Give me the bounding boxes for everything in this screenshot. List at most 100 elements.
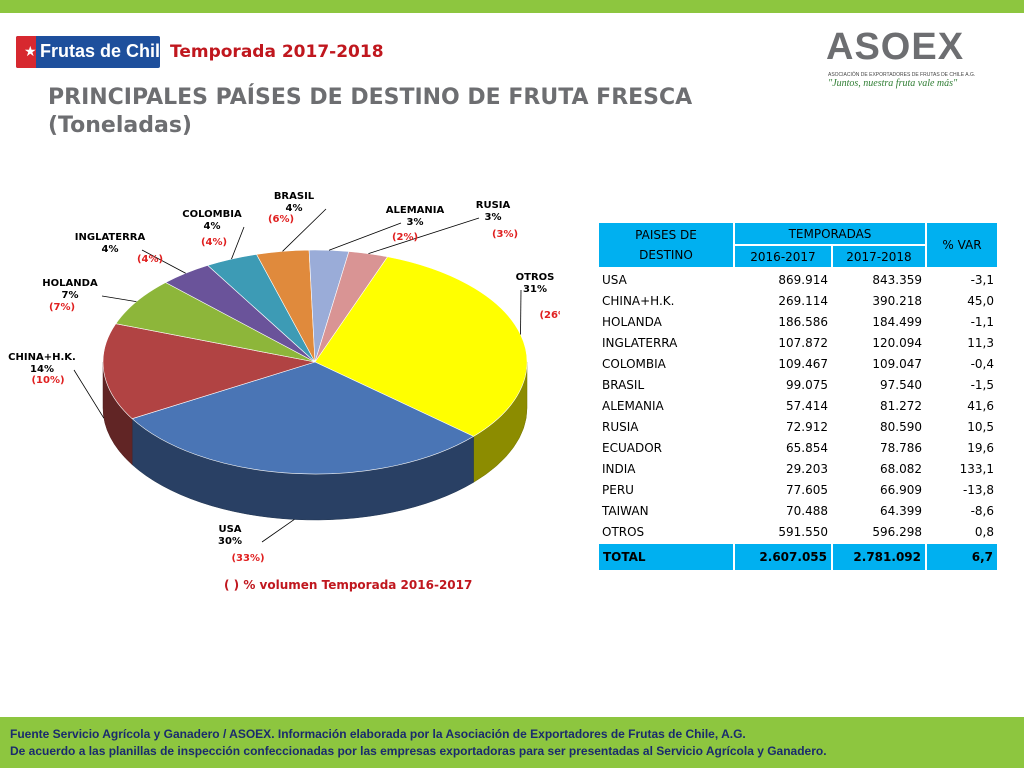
cell-2017: 81.272: [880, 398, 922, 413]
cell-2017: 596.298: [872, 524, 922, 539]
slice-brasil-value: 4%: [286, 203, 303, 214]
cell-country: INDIA: [602, 461, 636, 476]
table-row: USA 869.914 843.359 -3,1: [598, 268, 998, 290]
cell-2017: 64.399: [880, 503, 922, 518]
cell-var: -13,8: [962, 482, 994, 497]
chart-caption: ( ) % volumen Temporada 2016-2017: [224, 578, 473, 592]
slice-inglaterra-value: 4%: [102, 244, 119, 255]
slice-china-label: CHINA+H.K.: [8, 352, 76, 363]
cell-var: 19,6: [967, 440, 994, 455]
slice-otros: [314, 256, 528, 437]
frutas-de-chile-logo: ★ Frutas de Chile: [16, 36, 160, 68]
cell-country: USA: [602, 272, 627, 287]
cell-country: OTROS: [602, 524, 645, 539]
cell-country: COLOMBIA: [602, 356, 666, 371]
table-row: BRASIL 99.075 97.540 -1,5: [598, 374, 998, 395]
header-2017: 2017-2018: [831, 244, 927, 269]
slice-rusia-label: RUSIA: [476, 200, 511, 211]
header-var: % VAR: [925, 221, 999, 269]
footer-line-1: Fuente Servicio Agrícola y Ganadero / AS…: [10, 727, 746, 741]
cell-var: 41,6: [967, 398, 994, 413]
cell-2016: 65.854: [786, 440, 828, 455]
cell-country: ECUADOR: [602, 440, 662, 455]
cell-2017: 97.540: [880, 377, 922, 392]
slice-otros-value: 31%: [523, 284, 547, 295]
cell-country: BRASIL: [602, 377, 645, 392]
slice-usa-leader: [261, 519, 295, 543]
footer: Fuente Servicio Agrícola y Ganadero / AS…: [0, 717, 1024, 768]
total-2017: 2.781.092: [831, 542, 927, 572]
destinations-table: PAISES DE DESTINO TEMPORADAS % VAR 2016-2…: [597, 221, 999, 572]
cell-2016: 109.467: [778, 356, 828, 371]
cell-2017: 120.094: [872, 335, 922, 350]
slice-brasil-prev-pct: (6%): [268, 214, 294, 225]
slice-usa-label: USA: [218, 524, 241, 535]
cell-var: 133,1: [959, 461, 994, 476]
cell-2016: 99.075: [786, 377, 828, 392]
asoex-subtitle: ASOCIACIÓN DE EXPORTADORES DE FRUTAS DE …: [828, 72, 976, 78]
slice-colombia-value: 4%: [204, 221, 221, 232]
header-destino: PAISES DE DESTINO: [597, 221, 735, 269]
slice-brasil-label: BRASIL: [274, 191, 315, 202]
cell-country: TAIWAN: [602, 503, 649, 518]
slice-china-prev-pct: (10%): [31, 375, 64, 386]
cell-2017: 66.909: [880, 482, 922, 497]
table-row: COLOMBIA 109.467 109.047 -0,4: [598, 353, 998, 374]
table-total-row: TOTAL 2.607.055 2.781.092 6,7: [597, 542, 999, 572]
cell-2016: 591.550: [778, 524, 828, 539]
cell-2016: 269.114: [778, 293, 828, 308]
asoex-brand: ASOEX: [826, 26, 965, 68]
slice-usa-value: 30%: [218, 536, 242, 547]
slice-china: [102, 323, 316, 420]
slice-colombia-leader: [231, 226, 245, 260]
cell-var: 10,5: [967, 419, 994, 434]
table-row: INDIA 29.203 68.082 133,1: [598, 458, 998, 479]
cell-var: -1,5: [970, 377, 994, 392]
cell-country: HOLANDA: [602, 314, 662, 329]
table-row: ALEMANIA 57.414 81.272 41,6: [598, 395, 998, 416]
slice-inglaterra-label: INGLATERRA: [75, 232, 146, 243]
cell-2016: 107.872: [778, 335, 828, 350]
table-row: INGLATERRA 107.872 120.094 11,3: [598, 332, 998, 353]
slice-inglaterra-leader: [141, 249, 186, 274]
slice-rusia: [314, 251, 389, 363]
slice-otros-label: OTROS: [516, 272, 555, 283]
cell-country: INGLATERRA: [602, 335, 678, 350]
cell-2016: 77.605: [786, 482, 828, 497]
cell-var: -1,1: [970, 314, 994, 329]
title-line-1: PRINCIPALES PAÍSES DE DESTINO DE FRUTA F…: [48, 85, 693, 110]
cell-var: 0,8: [974, 524, 994, 539]
slice-colombia-prev-pct: (4%): [201, 237, 227, 248]
slice-usa: [131, 361, 475, 475]
page-title: PRINCIPALES PAÍSES DE DESTINO DE FRUTA F…: [48, 84, 692, 140]
cell-var: -8,6: [970, 503, 994, 518]
table-row: CHINA+H.K. 269.114 390.218 45,0: [598, 290, 998, 311]
header-2016: 2016-2017: [733, 244, 833, 269]
cell-var: 45,0: [967, 293, 994, 308]
slice-alemania-label: ALEMANIA: [386, 205, 445, 216]
asoex-logo: ASOEX ASOCIACIÓN DE EXPORTADORES DE FRUT…: [826, 26, 976, 89]
slice-inglaterra-prev-pct: (4%): [137, 254, 163, 265]
slice-alemania-prev-pct: (2%): [392, 232, 418, 243]
slice-china-value: 14%: [30, 364, 54, 375]
total-var: 6,7: [925, 542, 999, 572]
cell-var: -3,1: [970, 272, 994, 287]
cell-2016: 72.912: [786, 419, 828, 434]
table-row: HOLANDA 186.586 184.499 -1,1: [598, 311, 998, 332]
slice-holanda-prev-pct: (7%): [49, 302, 75, 313]
cell-2017: 68.082: [880, 461, 922, 476]
top-accent-bar: [0, 0, 1024, 13]
cell-2016: 70.488: [786, 503, 828, 518]
asoex-slogan: "Juntos, nuestra fruta vale más": [828, 78, 958, 89]
slice-holanda-label: HOLANDA: [42, 278, 98, 289]
total-2016: 2.607.055: [733, 542, 833, 572]
slice-colombia-label: COLOMBIA: [182, 209, 242, 220]
cell-2017: 109.047: [872, 356, 922, 371]
slice-holanda-leader: [101, 295, 137, 303]
cell-2017: 78.786: [880, 440, 922, 455]
cell-country: ALEMANIA: [602, 398, 664, 413]
cell-2017: 843.359: [872, 272, 922, 287]
slice-alemania-leader: [328, 222, 402, 251]
cell-country: PERU: [602, 482, 634, 497]
